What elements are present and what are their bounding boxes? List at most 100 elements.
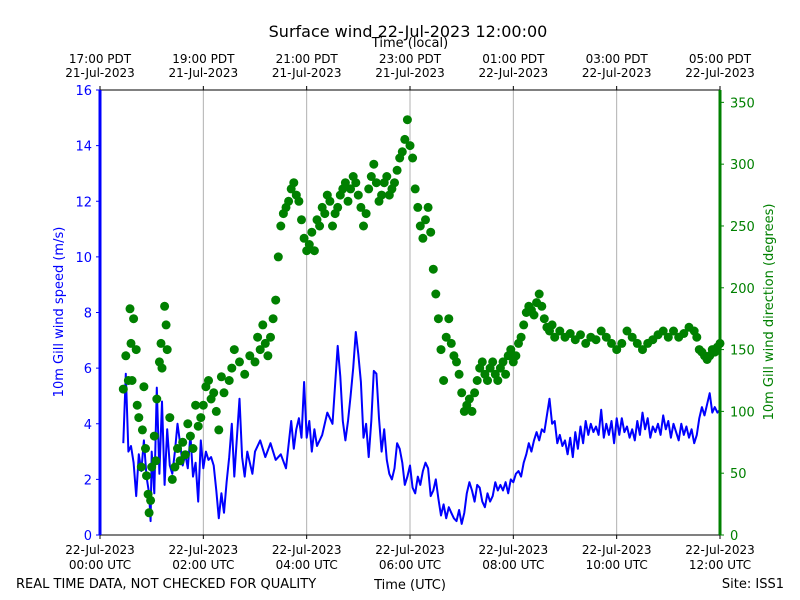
direction-point-160 — [519, 320, 529, 330]
y-axis-right-label: 10m Gill wind direction (degrees) — [762, 204, 777, 421]
direction-point-35 — [183, 419, 193, 429]
direction-point-177 — [576, 330, 585, 340]
x-tick-bottom-date-1: 22-Jul-2023 — [169, 543, 239, 557]
direction-point-139 — [464, 394, 474, 404]
x-tick-top-date-2: 21-Jul-2023 — [272, 66, 342, 80]
direction-point-181 — [596, 326, 606, 336]
x-tick-top-time-1: 19:00 PDT — [172, 52, 235, 66]
direction-point-99 — [361, 209, 371, 219]
direction-point-20 — [151, 456, 161, 466]
direction-point-120 — [415, 221, 425, 231]
direction-point-172 — [550, 332, 560, 342]
direction-point-37 — [188, 444, 198, 453]
direction-point-98 — [359, 221, 368, 231]
y-tick-left-label-6: 12 — [75, 195, 92, 210]
direction-point-107 — [382, 172, 392, 181]
site-label: Site: ISS1 — [722, 577, 784, 592]
direction-point-153 — [501, 369, 511, 379]
direction-point-134 — [452, 357, 461, 367]
direction-point-3 — [125, 304, 135, 314]
direction-point-183 — [607, 338, 616, 348]
direction-point-135 — [454, 369, 464, 379]
direction-point-31 — [173, 444, 182, 453]
x-tick-top-time-5: 03:00 PDT — [586, 52, 649, 66]
direction-point-51 — [227, 363, 237, 373]
direction-point-116 — [405, 141, 415, 151]
direction-point-141 — [470, 388, 480, 398]
x-tick-top-time-0: 17:00 PDT — [69, 52, 132, 66]
direction-point-184 — [612, 345, 622, 355]
direction-point-10 — [136, 462, 146, 472]
direction-point-5 — [127, 376, 137, 385]
direction-point-115 — [402, 115, 412, 125]
y-tick-left-label-7: 14 — [75, 140, 92, 155]
direction-point-83 — [320, 209, 330, 219]
direction-point-7 — [131, 345, 141, 355]
direction-point-16 — [144, 508, 154, 518]
y-tick-right-label-4: 200 — [730, 282, 755, 297]
direction-point-197 — [679, 329, 689, 338]
direction-point-19 — [149, 431, 159, 441]
x-tick-bottom-time-6: 12:00 UTC — [689, 558, 751, 572]
x-tick-top-date-5: 22-Jul-2023 — [582, 66, 652, 80]
y-tick-left-label-4: 8 — [84, 307, 92, 322]
y-tick-left-label-5: 10 — [75, 251, 92, 266]
x-tick-top-date-3: 21-Jul-2023 — [375, 66, 445, 80]
x-axis-label: Time (UTC) — [373, 578, 446, 593]
direction-point-0 — [118, 384, 128, 394]
direction-point-50 — [224, 376, 234, 385]
direction-point-9 — [134, 413, 144, 423]
direction-point-125 — [428, 264, 438, 274]
direction-point-185 — [617, 338, 627, 348]
direction-point-71 — [289, 178, 299, 188]
direction-point-155 — [506, 345, 516, 355]
direction-point-189 — [638, 345, 647, 355]
direction-point-43 — [204, 376, 213, 385]
direction-point-195 — [669, 326, 678, 336]
direction-point-26 — [161, 320, 171, 330]
direction-point-36 — [185, 431, 195, 441]
direction-point-49 — [219, 388, 229, 398]
direction-point-11 — [137, 425, 147, 435]
y-tick-right-label-0: 0 — [730, 529, 738, 544]
direction-point-142 — [472, 376, 482, 385]
direction-point-45 — [209, 388, 219, 398]
direction-point-127 — [433, 314, 443, 324]
direction-point-111 — [392, 165, 402, 175]
direction-point-25 — [160, 301, 170, 311]
direction-point-95 — [351, 178, 361, 188]
direction-point-187 — [627, 332, 637, 342]
direction-point-168 — [539, 314, 549, 324]
direction-point-103 — [371, 178, 381, 188]
x-tick-top-date-1: 21-Jul-2023 — [169, 66, 239, 80]
direction-point-152 — [498, 357, 508, 367]
direction-point-66 — [276, 221, 286, 231]
quality-disclaimer: REAL TIME DATA, NOT CHECKED FOR QUALITY — [16, 577, 316, 592]
direction-point-186 — [622, 326, 632, 336]
direction-point-146 — [483, 376, 492, 385]
direction-point-47 — [214, 425, 224, 435]
y-axis-left-label: 10m Gill wind speed (m/s) — [52, 227, 67, 398]
direction-point-30 — [170, 462, 180, 472]
direction-point-32 — [175, 456, 185, 466]
direction-point-144 — [477, 357, 487, 367]
direction-point-92 — [343, 196, 353, 206]
direction-point-28 — [165, 413, 175, 423]
direction-point-182 — [601, 332, 611, 342]
direction-point-119 — [413, 202, 423, 212]
direction-point-75 — [299, 233, 309, 243]
direction-point-56 — [250, 357, 260, 367]
y-tick-right-label-7: 350 — [730, 96, 755, 111]
wind-speed-line — [122, 331, 721, 525]
direction-point-61 — [263, 351, 273, 361]
direction-point-78 — [307, 227, 317, 237]
direction-point-96 — [353, 190, 363, 200]
direction-point-102 — [369, 159, 379, 169]
y-tick-right-label-6: 300 — [730, 158, 755, 173]
x-tick-top-time-2: 21:00 PDT — [276, 52, 339, 66]
direction-point-58 — [255, 345, 265, 355]
x-tick-bottom-date-2: 22-Jul-2023 — [272, 543, 342, 557]
direction-point-27 — [162, 345, 172, 355]
